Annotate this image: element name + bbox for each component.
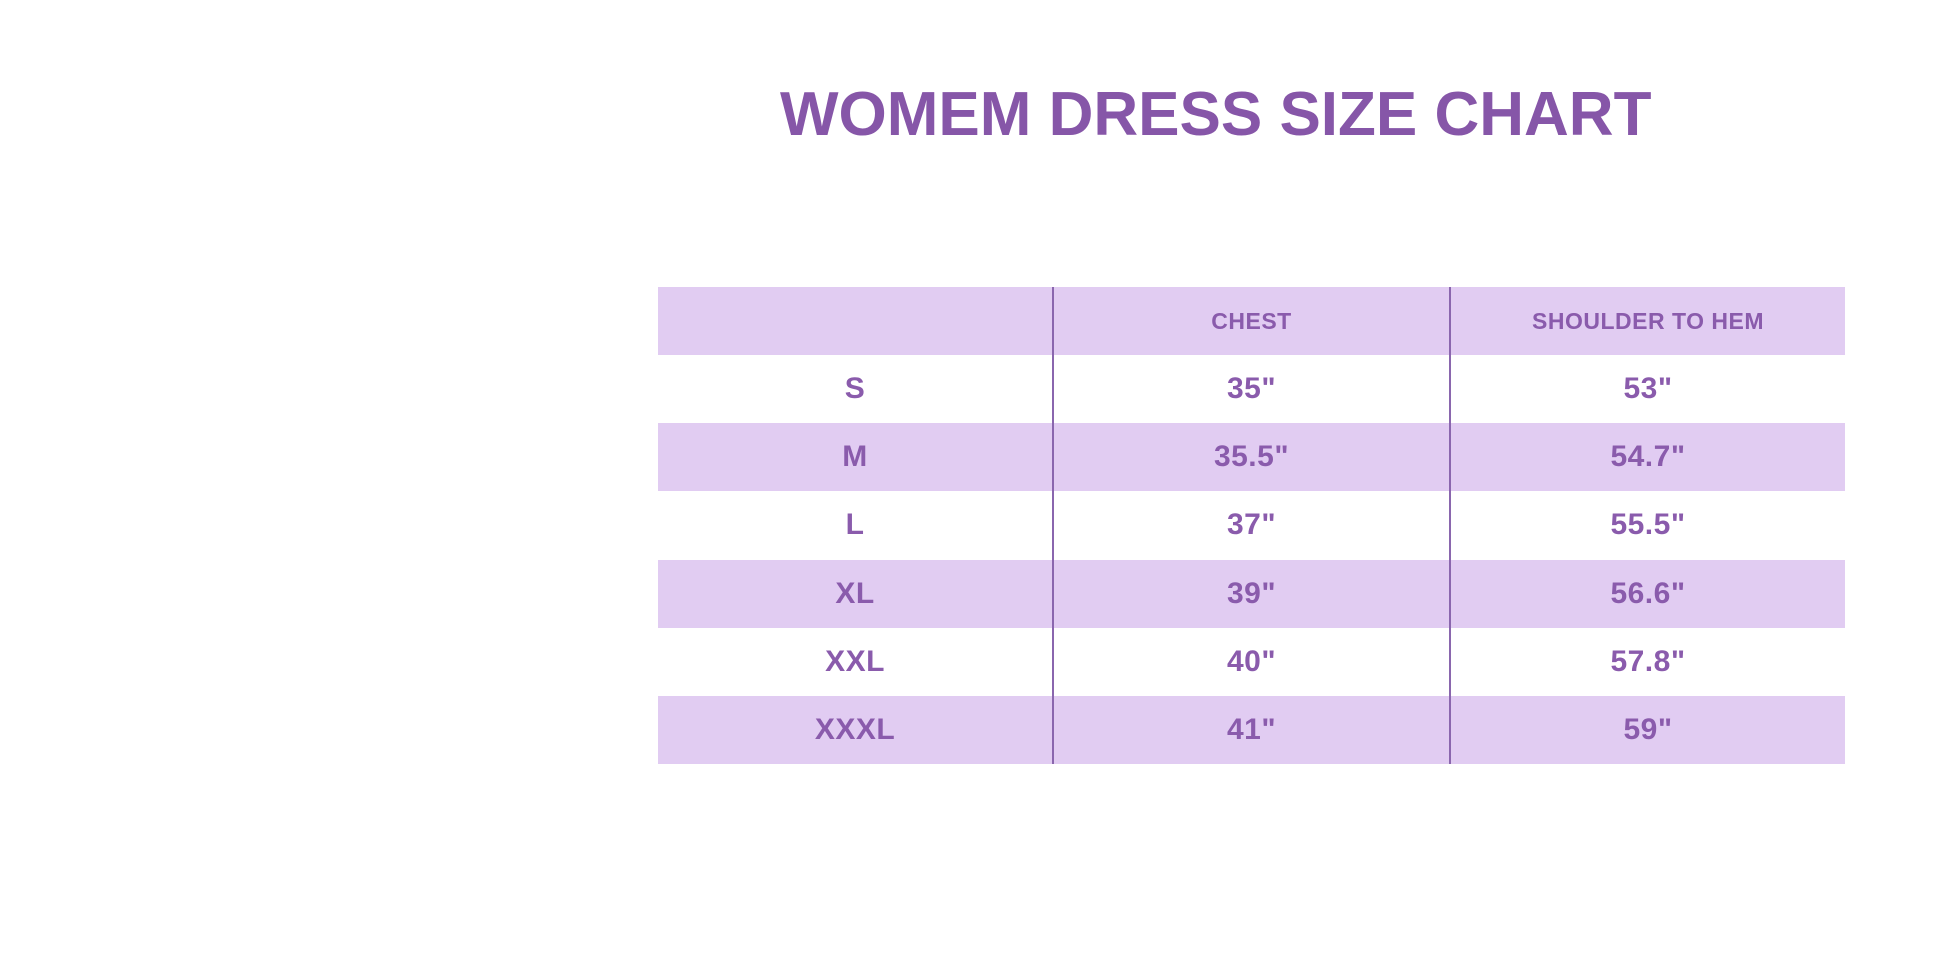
cell-shoulder-to-hem: 55.5" xyxy=(1610,508,1686,542)
cell-size: XL xyxy=(658,559,1054,628)
size-chart-table: CHEST SHOULDER TO HEM S 35" 53" M 35.5" … xyxy=(658,287,1845,764)
cell-chest: 37" xyxy=(1054,491,1451,560)
cell-chest: 35" xyxy=(1054,355,1451,424)
cell-size: XXXL xyxy=(658,695,1054,764)
table-row: S 35" 53" xyxy=(658,355,1845,424)
cell-size: M xyxy=(658,423,1054,492)
cell-chest: 39" xyxy=(1054,559,1451,628)
cell-shoulder-to-hem: 53" xyxy=(1623,372,1673,406)
cell-size: L xyxy=(658,491,1054,560)
cell-shoulder-to-hem: 56.6" xyxy=(1610,576,1686,610)
cell-size: XXL xyxy=(658,627,1054,696)
header-cell-size xyxy=(658,287,1054,356)
table-header-row: CHEST SHOULDER TO HEM xyxy=(658,287,1845,356)
table-row: M 35.5" 54.7" xyxy=(658,423,1845,492)
table-row: XXXL 41" 59" xyxy=(658,695,1845,764)
cell-shoulder-to-hem: 54.7" xyxy=(1610,440,1686,474)
cell-chest: 40" xyxy=(1054,627,1451,696)
cell-shoulder-to-hem: 57.8" xyxy=(1610,644,1686,678)
cell-size: S xyxy=(658,355,1054,424)
header-cell-chest: CHEST xyxy=(1054,287,1451,356)
table-row: L 37" 55.5" xyxy=(658,491,1845,560)
cell-chest: 41" xyxy=(1054,695,1451,764)
cell-chest: 35.5" xyxy=(1054,423,1451,492)
table-row: XXL 40" 57.8" xyxy=(658,627,1845,696)
cell-shoulder-to-hem: 59" xyxy=(1623,712,1673,746)
header-cell-shoulder-to-hem: SHOULDER TO HEM xyxy=(1532,307,1764,334)
table-row: XL 39" 56.6" xyxy=(658,559,1845,628)
page-title: WOMEM DRESS SIZE CHART xyxy=(780,80,1652,149)
